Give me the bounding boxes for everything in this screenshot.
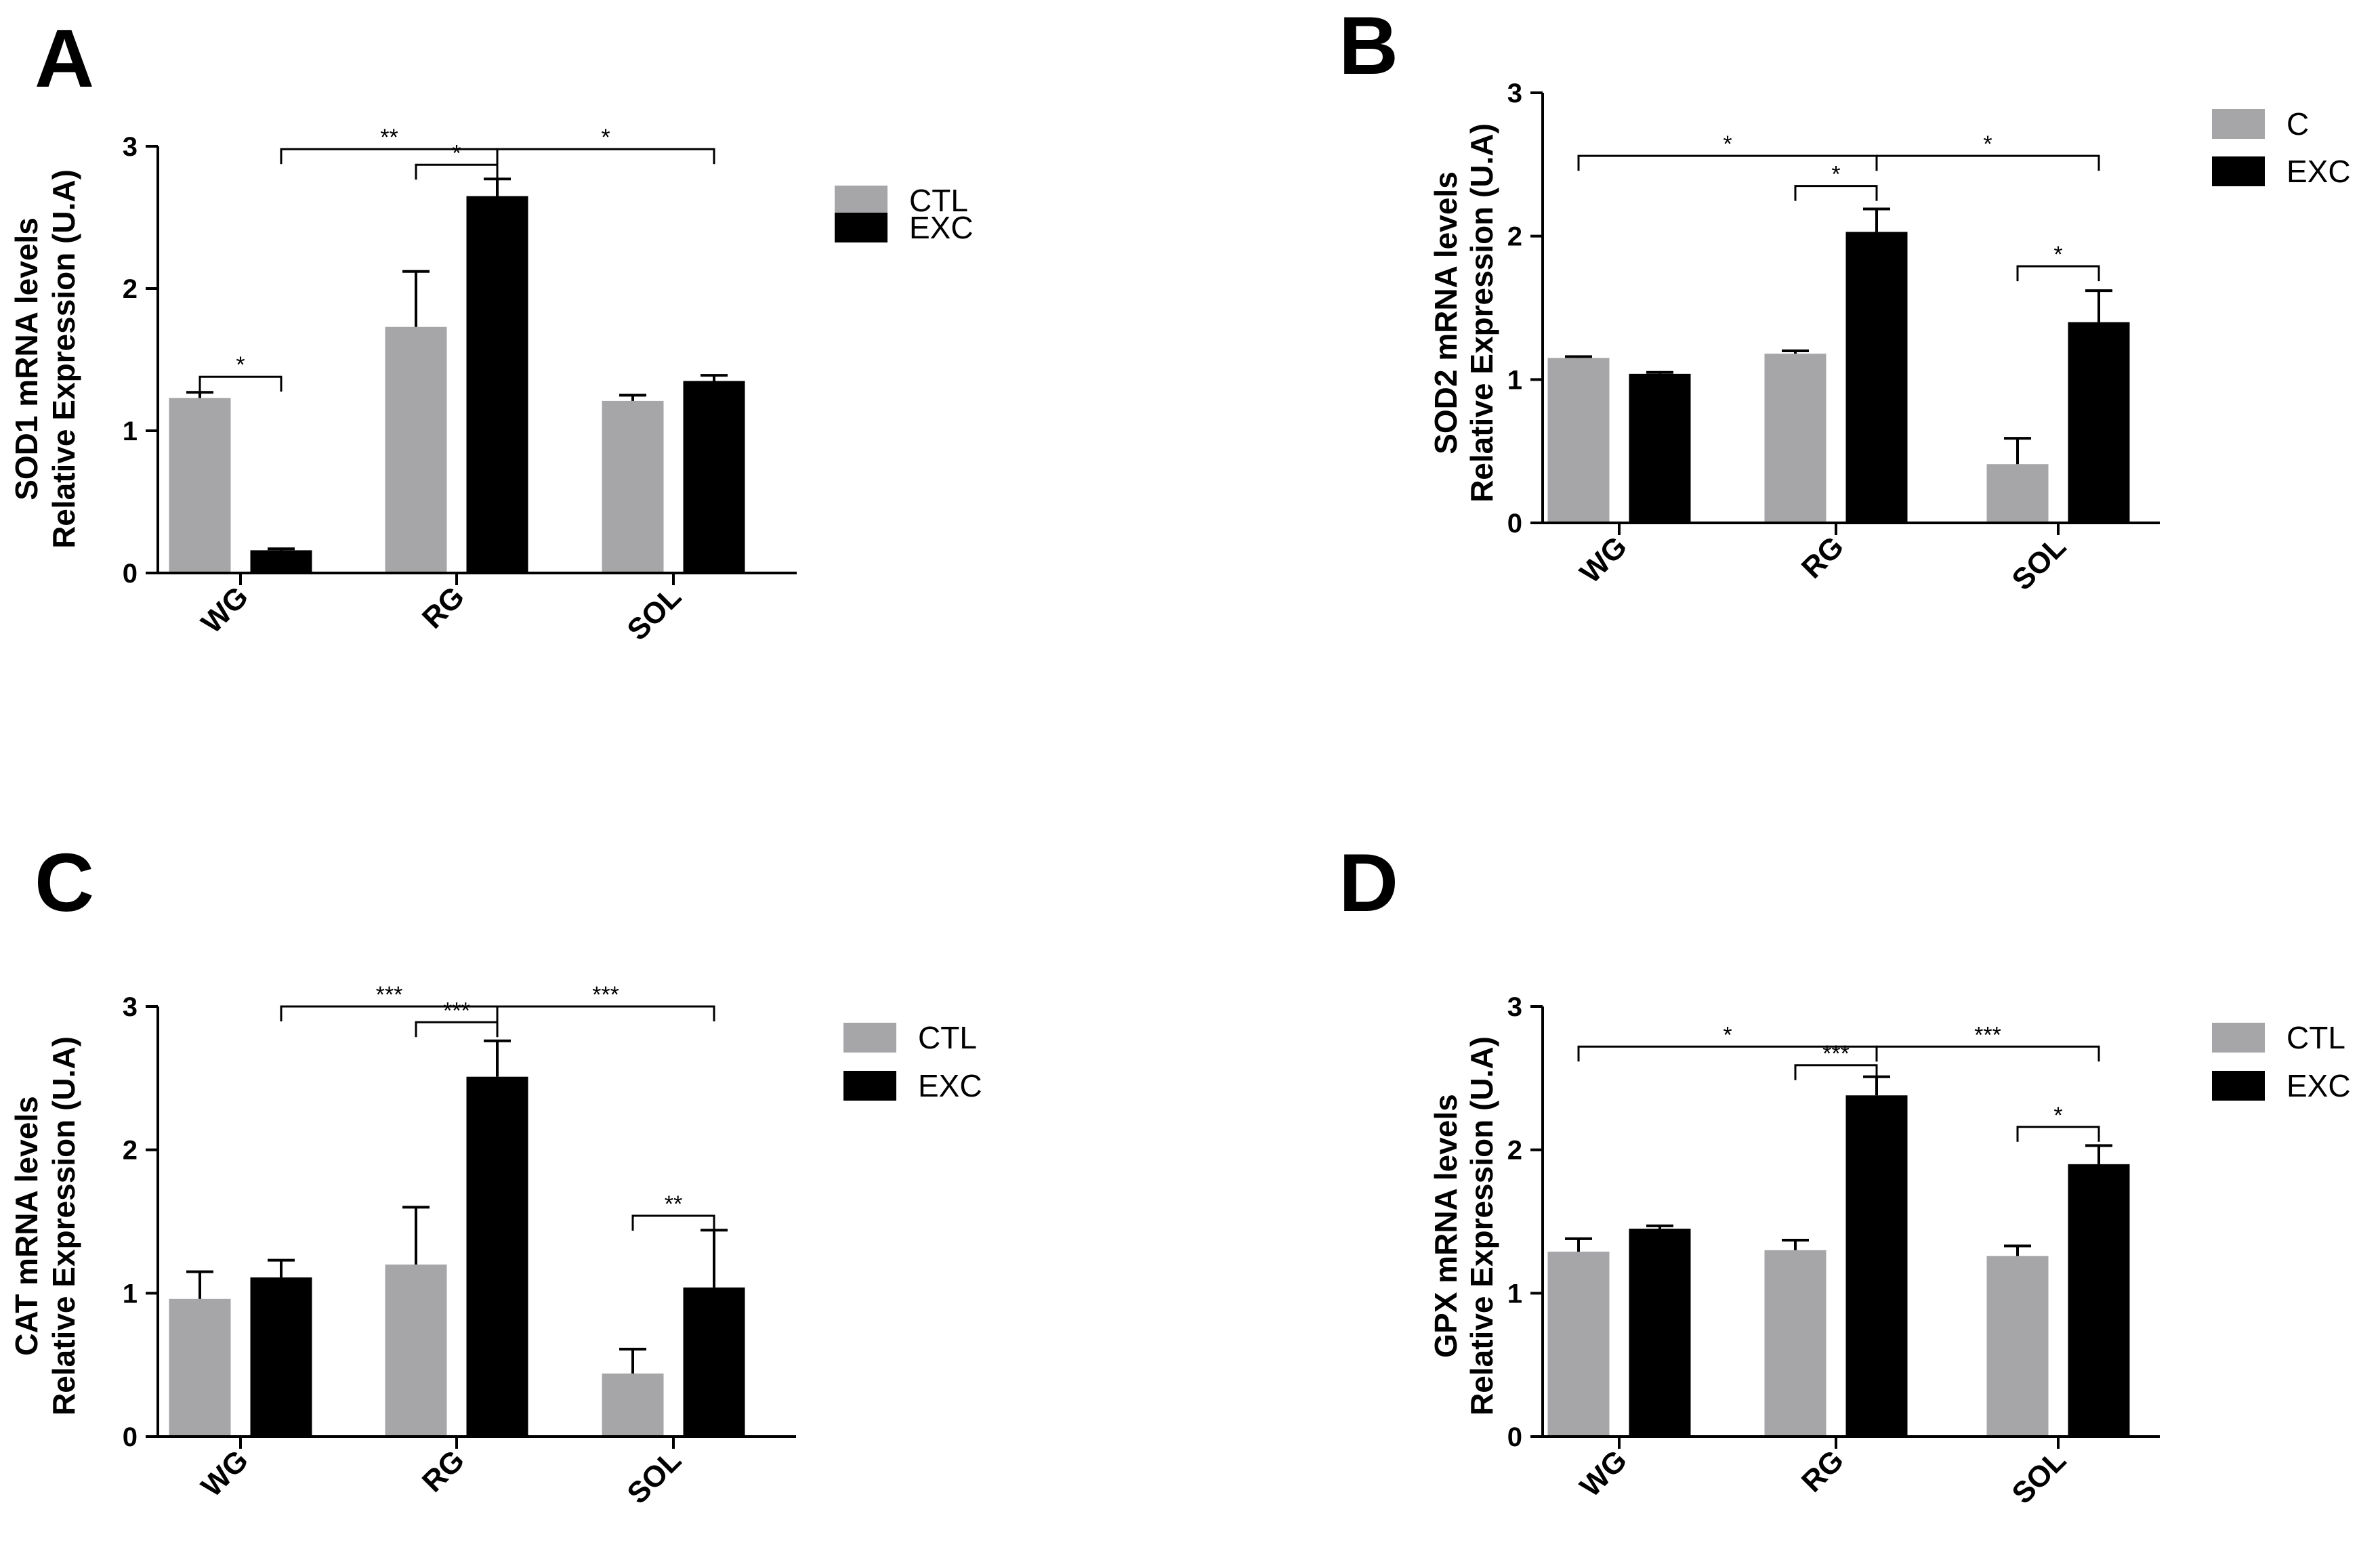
bar-exc-rg [466, 196, 528, 573]
significance-bracket [1875, 154, 2100, 171]
significance-bracket [199, 375, 283, 392]
significance-bracket [415, 1021, 499, 1038]
bar-c-sol [1986, 464, 2049, 523]
bar-exc-sol [683, 1287, 745, 1437]
significance-bracket [415, 163, 499, 180]
y-tick-label: 0 [123, 559, 138, 589]
bar-ctl-wg [169, 1298, 231, 1437]
significance-bracket [2016, 265, 2100, 282]
legend-swatch-0 [843, 1023, 896, 1053]
panel-letter: B [1339, 0, 1398, 91]
significance-label: * [1723, 131, 1732, 157]
y-tick-label: 2 [1507, 1136, 1522, 1166]
significance-label: ** [665, 1191, 682, 1217]
legend-swatch-1 [2212, 156, 2265, 186]
legend-swatch-1 [835, 213, 888, 242]
legend-label: CTL [909, 183, 968, 218]
panel-letter: D [1339, 836, 1398, 929]
bar-exc-sol [2068, 322, 2130, 523]
bar-ctl-rg [385, 326, 447, 573]
significance-label: * [236, 352, 245, 378]
bar-exc-wg [1629, 373, 1691, 523]
y-tick-label: 0 [1507, 509, 1522, 538]
y-axis-label-line-2: Relative Expression (U.A) [1464, 123, 1499, 503]
bar-ctl-sol [602, 400, 664, 573]
y-axis-label-line-2: Relative Expression (U.A) [46, 169, 81, 549]
bar-exc-rg [1845, 1095, 1908, 1437]
legend-swatch-0 [2212, 1023, 2265, 1053]
significance-label: * [2053, 1103, 2062, 1128]
significance-bracket [496, 148, 715, 165]
y-tick-label: 1 [123, 417, 138, 446]
bar-ctl-wg [1547, 1251, 1610, 1437]
y-axis-label-line-1: CAT mRNA levels [9, 1096, 44, 1355]
panel-letter: C [35, 836, 94, 929]
panel-a: A SOD1 mRNA levels Relative Expression (U.… [9, 12, 974, 647]
y-tick-label: 1 [123, 1279, 138, 1309]
y-tick-label: 3 [1507, 79, 1522, 108]
legend-label: CTL [918, 1020, 977, 1055]
y-axis-label-line-2: Relative Expression (U.A) [1464, 1036, 1499, 1416]
y-tick-label: 1 [1507, 1279, 1522, 1309]
significance-label: *** [376, 982, 403, 1008]
bar-c-wg [1547, 358, 1610, 523]
y-axis-label-line-1: GPX mRNA levels [1428, 1094, 1463, 1357]
significance-label: * [2053, 242, 2062, 268]
bar-ctl-wg [169, 398, 231, 573]
y-axis-label-line-1: SOD2 mRNA levels [1428, 171, 1463, 454]
legend-label: EXC [918, 1068, 982, 1103]
significance-bracket [1794, 185, 1878, 201]
legend-swatch-1 [843, 1071, 896, 1101]
significance-label: * [452, 140, 461, 166]
y-tick-label: 3 [123, 132, 138, 162]
significance-bracket [1875, 1045, 2100, 1062]
significance-label: * [601, 125, 610, 150]
panel-letter: A [35, 12, 94, 104]
bar-exc-rg [466, 1076, 528, 1437]
significance-label: *** [592, 982, 619, 1008]
bar-ctl-rg [1764, 1250, 1826, 1437]
significance-label: * [1983, 131, 1992, 157]
y-tick-label: 3 [123, 992, 138, 1022]
significance-bracket [631, 1214, 715, 1231]
legend-swatch-0 [2212, 109, 2265, 139]
bar-c-rg [1764, 354, 1826, 523]
significance-bracket [1794, 1064, 1878, 1080]
significance-label: *** [1974, 1022, 2001, 1048]
legend-swatch-0 [835, 186, 888, 215]
y-tick-label: 2 [123, 1136, 138, 1166]
significance-label: *** [443, 998, 470, 1023]
legend-swatch-1 [2212, 1071, 2265, 1101]
significance-bracket [496, 1005, 715, 1021]
bar-exc-wg [1629, 1229, 1691, 1437]
legend-label: CTL [2287, 1020, 2345, 1055]
legend-label: EXC [909, 210, 974, 245]
legend-label: EXC [2287, 154, 2351, 189]
bar-ctl-rg [385, 1265, 447, 1437]
significance-label: * [1831, 162, 1840, 188]
legend-label: C [2287, 106, 2309, 142]
bar-exc-sol [683, 381, 745, 573]
bar-exc-wg [250, 550, 312, 573]
bar-exc-wg [250, 1277, 312, 1437]
significance-label: * [1723, 1022, 1732, 1048]
panel-c: C CAT mRNA levels Relative Expression (U.A… [9, 836, 982, 1510]
legend-label: EXC [2287, 1068, 2351, 1103]
bar-ctl-sol [1986, 1256, 2049, 1437]
y-tick-label: 1 [1507, 365, 1522, 395]
y-axis-label-line-2: Relative Expression (U.A) [46, 1036, 81, 1416]
y-tick-label: 0 [123, 1422, 138, 1452]
y-tick-label: 2 [1507, 222, 1522, 252]
bar-ctl-sol [602, 1373, 664, 1437]
bar-exc-sol [2068, 1164, 2130, 1437]
bar-exc-rg [1845, 232, 1908, 523]
significance-bracket [2016, 1126, 2100, 1142]
y-tick-label: 2 [123, 274, 138, 304]
y-tick-label: 0 [1507, 1422, 1522, 1452]
significance-label: ** [380, 125, 398, 150]
significance-label: *** [1822, 1041, 1850, 1067]
y-tick-label: 3 [1507, 992, 1522, 1022]
y-axis-label-line-1: SOD1 mRNA levels [9, 217, 44, 501]
